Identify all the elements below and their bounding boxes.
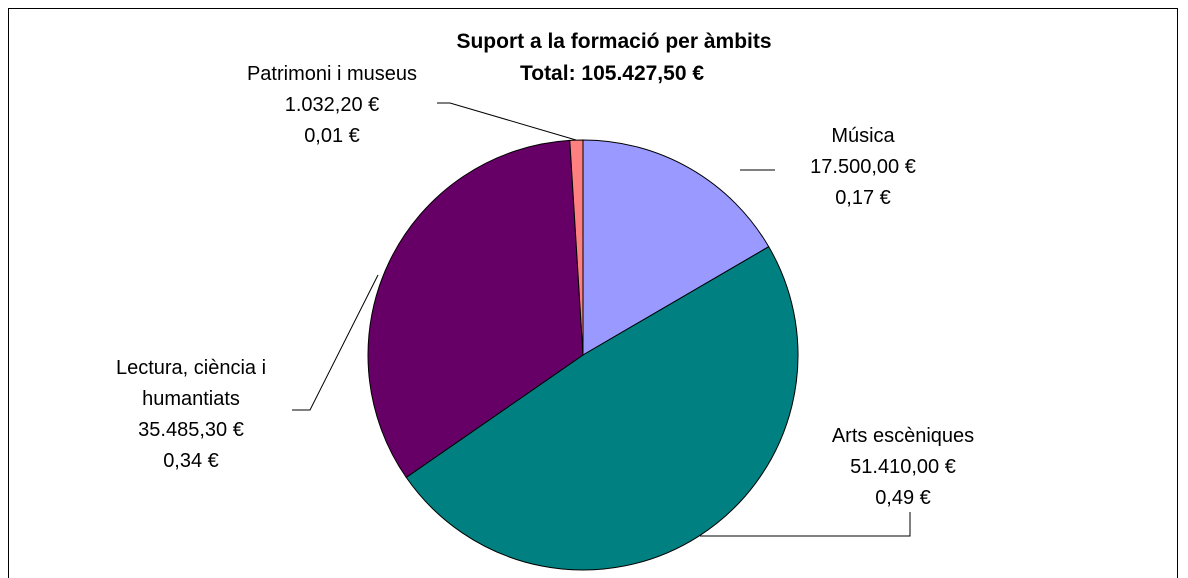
slice-label-line: 51.410,00 € [850,456,956,478]
leader-line-patrimoni-museus [437,102,577,141]
slice-label-line: Lectura, ciència i [116,357,266,379]
pie-slice-arts-esceniques [405,246,799,571]
slice-label-line: 0,34 € [163,450,219,472]
pie-slice-lectura-ciencia-humanitats [367,139,584,479]
slice-label-line: Arts escèniques [832,425,974,447]
chart-frame [8,8,1178,578]
slice-label-line: Patrimoni i museus [247,63,417,85]
slice-label-line: humantiats [142,388,240,410]
slice-label-patrimoni-museus: Patrimoni i museus 1.032,20 € 0,01 € [247,63,417,147]
slice-label-line: Música [831,125,895,147]
pie-slices [367,139,799,571]
slice-labels: Música 17.500,00 € 0,17 € Arts escèniques 51… [116,63,974,509]
chart-subtitle: Total: 105.427,50 € [520,62,704,85]
slice-label-line: 17.500,00 € [810,156,916,178]
pie-slice-musica [582,139,770,356]
slice-label-lectura-ciencia-humanitats: Lectura, ciència i humantiats 35.485,30 € 0… [116,357,266,472]
slice-label-line: 0,01 € [304,125,360,147]
leader-lines [292,102,911,537]
leader-line-arts-esceniques [700,512,911,537]
slice-label-arts-esceniques: Arts escèniques 51.410,00 € 0,49 € [832,425,974,509]
slice-label-line: 35.485,30 € [138,419,244,441]
chart-title: Suport a la formació per àmbits [456,30,771,53]
slice-label-line: 1.032,20 € [285,94,380,116]
leader-line-lectura-ciencia-humanitats [292,274,379,411]
slice-label-line: 0,17 € [835,187,891,209]
slice-label-musica: Música 17.500,00 € 0,17 € [810,125,916,209]
slice-label-line: 0,49 € [875,487,931,509]
pie-slice-patrimoni-museus [569,139,584,356]
